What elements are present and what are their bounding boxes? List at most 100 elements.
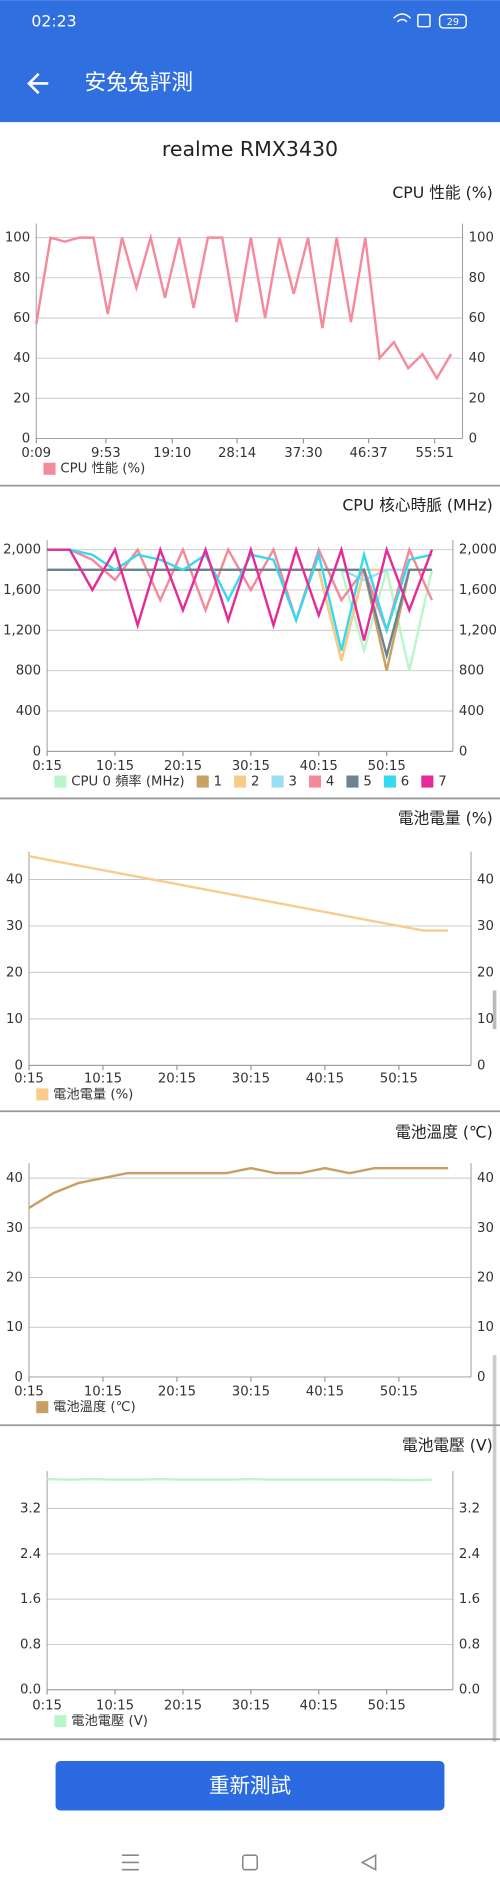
y2-tick-label: 1,600 bbox=[459, 583, 497, 598]
y-tick-label: 0.8 bbox=[20, 1637, 41, 1652]
scrollbar bbox=[492, 1355, 497, 1742]
series-line bbox=[35, 232, 453, 381]
y2-tick-label: 1.6 bbox=[459, 1592, 480, 1607]
series-line bbox=[28, 855, 449, 932]
legend-label: 7 bbox=[438, 775, 446, 790]
legend-swatch bbox=[271, 775, 284, 788]
app-bar-bg bbox=[0, 0, 500, 123]
legend-label: 電池溫度 (℃) bbox=[53, 1399, 136, 1415]
y-tick-label: 0 bbox=[14, 1370, 22, 1385]
x-tick-label: 30:15 bbox=[232, 1384, 270, 1399]
chart-title: CPU 核心時脈 (MHz) bbox=[342, 496, 492, 515]
x-tick-label: 50:15 bbox=[368, 759, 406, 774]
x-tick-label: 55:51 bbox=[416, 446, 454, 461]
legend-label: 2 bbox=[251, 775, 259, 790]
scrollbar bbox=[492, 990, 497, 1030]
legend-swatch bbox=[54, 775, 67, 788]
y-tick-label: 100 bbox=[5, 231, 30, 246]
legend-label: 6 bbox=[401, 775, 409, 790]
chart-title: 電池電量 (%) bbox=[398, 808, 493, 827]
legend-label: 4 bbox=[326, 775, 334, 790]
legend-swatch bbox=[234, 775, 247, 788]
legend-label: 3 bbox=[288, 775, 296, 790]
x-tick-label: 40:15 bbox=[300, 1698, 338, 1713]
y-tick-label: 400 bbox=[16, 704, 41, 719]
y-tick-label: 1.6 bbox=[20, 1592, 41, 1607]
y-tick-label: 1,200 bbox=[3, 623, 41, 638]
y-tick-label: 0 bbox=[22, 432, 30, 447]
y2-tick-label: 0.0 bbox=[459, 1683, 480, 1698]
x-tick-label: 50:15 bbox=[380, 1384, 418, 1399]
y2-tick-label: 80 bbox=[469, 271, 486, 286]
x-tick-label: 0:15 bbox=[14, 1384, 44, 1399]
chart-title: 電池溫度 (℃) bbox=[395, 1122, 493, 1141]
x-tick-label: 30:15 bbox=[232, 1072, 270, 1087]
y-tick-label: 40 bbox=[6, 872, 23, 887]
legend-swatch bbox=[36, 1401, 49, 1414]
legend-label: CPU 性能 (%) bbox=[60, 461, 145, 477]
legend-label: CPU 0 頻率 (MHz) bbox=[71, 773, 184, 790]
x-tick-label: 50:15 bbox=[368, 1698, 406, 1713]
device-name: realme RMX3430 bbox=[162, 137, 338, 161]
y2-tick-label: 40 bbox=[477, 872, 494, 887]
x-tick-label: 20:15 bbox=[164, 759, 202, 774]
app-title: 安兔兔評測 bbox=[85, 70, 194, 95]
series-line bbox=[47, 1477, 432, 1482]
legend-swatch bbox=[36, 1088, 49, 1101]
x-tick-label: 19:10 bbox=[153, 446, 191, 461]
status-icons bbox=[393, 13, 467, 29]
y-tick-label: 10 bbox=[6, 1012, 23, 1027]
chart-title: CPU 性能 (%) bbox=[392, 183, 492, 202]
y-tick-label: 30 bbox=[6, 919, 23, 934]
x-tick-label: 0:09 bbox=[21, 446, 51, 461]
legend-swatch bbox=[54, 1715, 67, 1728]
x-tick-label: 40:15 bbox=[306, 1384, 344, 1399]
x-tick-label: 30:15 bbox=[232, 1698, 270, 1713]
y-tick-label: 2.4 bbox=[20, 1547, 41, 1562]
y-tick-label: 40 bbox=[6, 1171, 23, 1186]
y2-tick-label: 20 bbox=[477, 965, 494, 980]
x-tick-label: 20:15 bbox=[164, 1698, 202, 1713]
y2-tick-label: 0 bbox=[477, 1058, 485, 1073]
series-line bbox=[47, 568, 432, 661]
x-tick-label: 20:15 bbox=[158, 1384, 196, 1399]
y-tick-label: 0 bbox=[33, 744, 41, 759]
legend-swatch bbox=[383, 775, 396, 788]
y-tick-label: 800 bbox=[16, 664, 41, 679]
nav-bar bbox=[121, 1853, 377, 1872]
x-tick-label: 40:15 bbox=[300, 759, 338, 774]
legend-swatch bbox=[196, 775, 209, 788]
legend-label: 電池電量 (%) bbox=[53, 1086, 133, 1102]
legend-swatch bbox=[308, 775, 322, 788]
y-tick-label: 20 bbox=[13, 391, 30, 406]
y2-tick-label: 100 bbox=[469, 231, 494, 246]
series-line bbox=[47, 545, 434, 641]
y2-tick-label: 10 bbox=[477, 1320, 494, 1335]
retest-label: 重新測試 bbox=[209, 1773, 291, 1797]
x-tick-label: 28:14 bbox=[218, 446, 256, 461]
y-tick-label: 1,600 bbox=[3, 583, 41, 598]
legend-swatch bbox=[346, 775, 359, 788]
x-tick-label: 0:15 bbox=[14, 1072, 44, 1087]
legend-label: 1 bbox=[214, 775, 222, 790]
x-tick-label: 20:15 bbox=[158, 1072, 196, 1087]
y-tick-label: 20 bbox=[6, 965, 23, 980]
y-tick-label: 80 bbox=[13, 271, 30, 286]
y-tick-label: 60 bbox=[13, 311, 30, 326]
y-tick-label: 3.2 bbox=[20, 1502, 41, 1517]
status-time: 02:23 bbox=[31, 11, 76, 30]
series-line bbox=[28, 1166, 449, 1209]
y2-tick-label: 0.8 bbox=[459, 1637, 480, 1652]
series-line bbox=[47, 548, 433, 651]
retest-button[interactable] bbox=[55, 1761, 445, 1811]
x-tick-label: 10:15 bbox=[96, 1698, 134, 1713]
x-tick-label: 40:15 bbox=[306, 1072, 344, 1087]
y2-tick-label: 10 bbox=[477, 1012, 494, 1027]
back-button[interactable] bbox=[27, 72, 49, 95]
y2-tick-label: 800 bbox=[459, 664, 484, 679]
x-tick-label: 46:37 bbox=[349, 446, 387, 461]
y2-tick-label: 30 bbox=[477, 919, 494, 934]
x-tick-label: 10:15 bbox=[84, 1384, 122, 1399]
legend-label: 電池電壓 (V) bbox=[71, 1713, 148, 1729]
x-tick-label: 9:53 bbox=[91, 446, 121, 461]
